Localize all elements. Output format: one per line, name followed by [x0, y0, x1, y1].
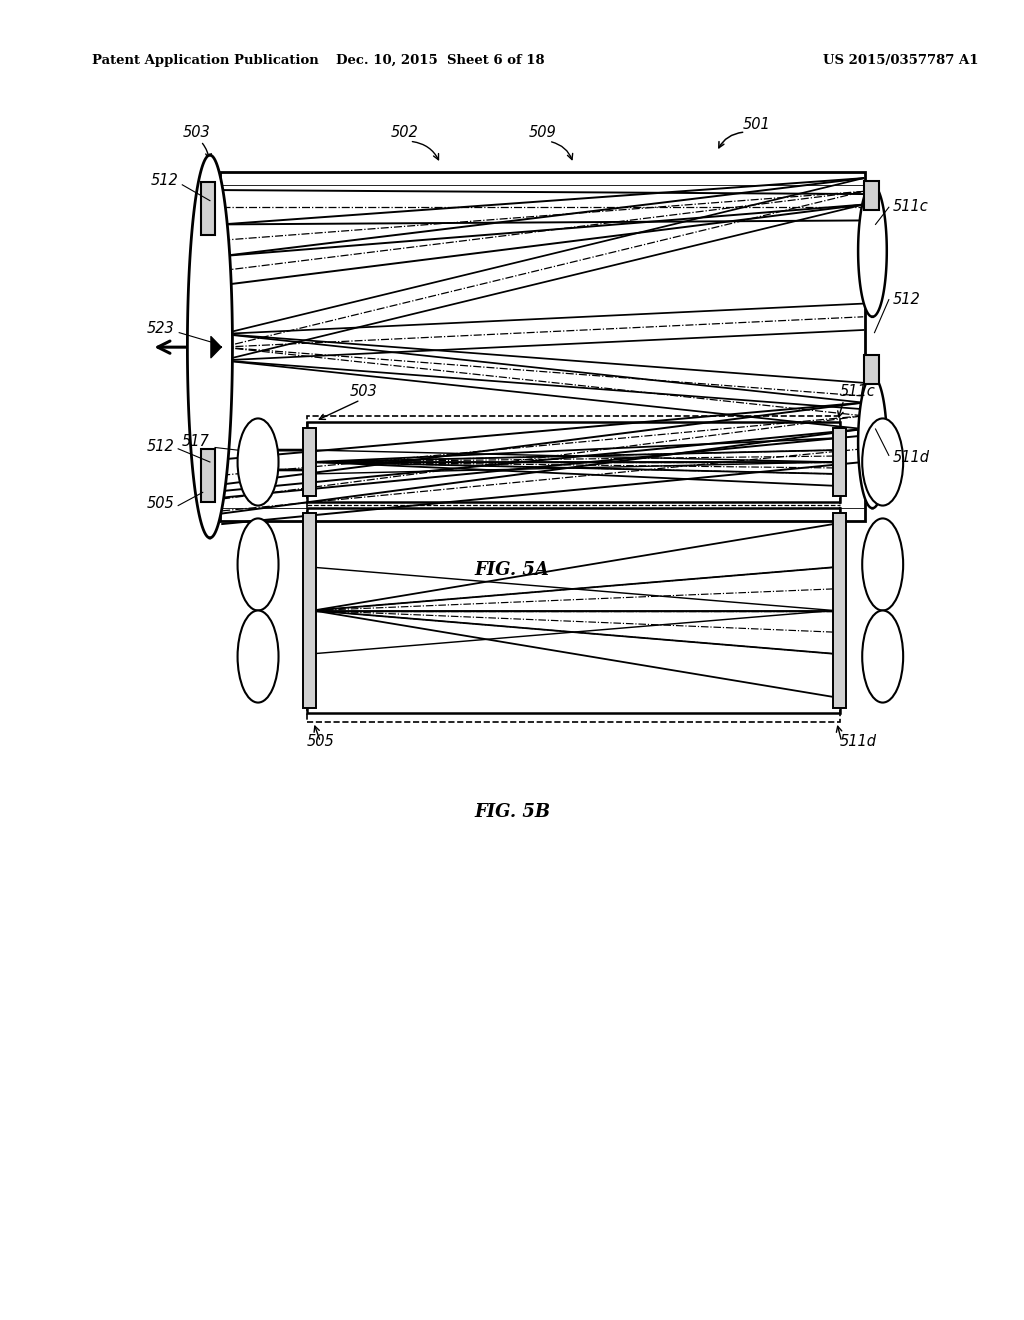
Bar — [864, 355, 879, 384]
Polygon shape — [211, 337, 221, 358]
Ellipse shape — [862, 610, 903, 702]
Text: 509: 509 — [528, 125, 557, 140]
Text: 505: 505 — [146, 496, 174, 511]
Bar — [307, 508, 840, 713]
Text: 511d: 511d — [893, 450, 930, 465]
Ellipse shape — [238, 519, 279, 610]
Bar — [220, 172, 865, 521]
Text: 502: 502 — [390, 125, 419, 140]
Text: Dec. 10, 2015  Sheet 6 of 18: Dec. 10, 2015 Sheet 6 of 18 — [336, 54, 545, 67]
Ellipse shape — [238, 418, 279, 506]
Text: 505: 505 — [306, 734, 335, 748]
Polygon shape — [858, 185, 887, 317]
Ellipse shape — [862, 418, 903, 506]
Bar — [303, 513, 315, 708]
Polygon shape — [187, 154, 232, 539]
Bar — [307, 422, 840, 502]
Text: 512: 512 — [146, 440, 174, 454]
Text: 512: 512 — [151, 173, 178, 187]
Text: 503: 503 — [182, 125, 211, 140]
Text: 517: 517 — [182, 434, 210, 449]
Text: 501: 501 — [742, 117, 770, 132]
Ellipse shape — [862, 519, 903, 610]
Bar — [307, 416, 840, 722]
Ellipse shape — [238, 610, 279, 702]
Text: 511c: 511c — [893, 199, 929, 214]
Text: 511c: 511c — [840, 384, 876, 399]
Bar — [201, 449, 215, 502]
Text: FIG. 5B: FIG. 5B — [474, 803, 550, 821]
Text: US 2015/0357787 A1: US 2015/0357787 A1 — [823, 54, 979, 67]
Bar — [864, 181, 879, 210]
Text: 512: 512 — [893, 292, 921, 306]
Text: 503: 503 — [349, 384, 378, 399]
Bar — [303, 428, 315, 496]
Text: Patent Application Publication: Patent Application Publication — [92, 54, 318, 67]
Bar — [834, 428, 846, 496]
Text: 511d: 511d — [840, 734, 877, 748]
Polygon shape — [858, 376, 887, 508]
Text: FIG. 5A: FIG. 5A — [474, 561, 550, 579]
Bar — [834, 513, 846, 708]
Bar — [201, 182, 215, 235]
Text: 523: 523 — [146, 321, 174, 335]
